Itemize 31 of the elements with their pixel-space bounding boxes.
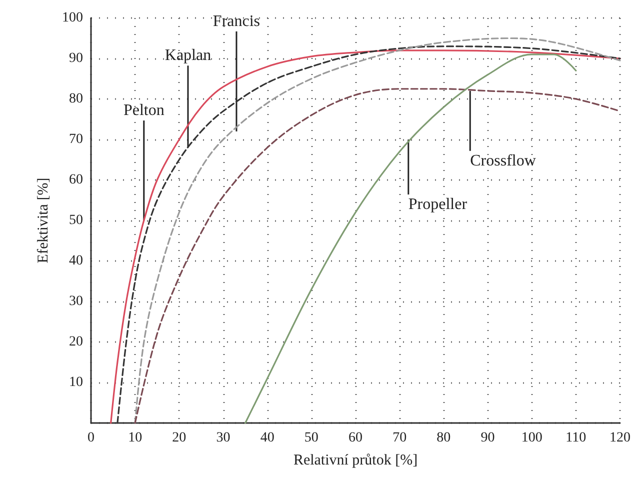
x-tick-label: 70 — [392, 430, 407, 446]
annotation: Francis — [212, 12, 260, 30]
x-tick-label: 20 — [172, 430, 186, 446]
y-axis-title: Efektivita [%] — [36, 178, 52, 264]
y-tick-label: 70 — [69, 132, 83, 147]
x-tick-label: 50 — [304, 430, 318, 446]
y-tick-label: 60 — [69, 172, 83, 188]
x-tick-label: 60 — [348, 430, 362, 446]
x-tick-label: 30 — [216, 430, 230, 446]
annotation: Propeller — [408, 196, 468, 213]
x-tick-label: 110 — [566, 430, 586, 446]
annotation: Crossflow — [470, 152, 536, 170]
line-series — [244, 54, 577, 424]
annotation: Kaplan — [164, 47, 212, 64]
x-tick-label: 10 — [128, 430, 142, 446]
y-tick-label: 90 — [69, 51, 83, 66]
y-tick-label: 50 — [69, 213, 83, 228]
y-tick-label: 40 — [69, 254, 83, 268]
annotation: Pelton — [123, 102, 164, 119]
x-tick-label: 80 — [436, 430, 451, 446]
y-tick-label: 10 — [69, 375, 83, 390]
x-tick-label: 100 — [521, 430, 542, 446]
x-tick-label: 40 — [260, 430, 274, 446]
x-tick-label: 0 — [88, 430, 94, 446]
x-tick-label: 90 — [480, 430, 495, 446]
y-tick-label: 80 — [69, 92, 83, 106]
y-tick-label: 30 — [69, 294, 83, 309]
y-tick-label: 20 — [69, 334, 83, 350]
y-tick-label: 100 — [62, 10, 83, 26]
x-axis-title: Relativní průtok [%] — [293, 452, 418, 468]
x-tick-label: 120 — [610, 430, 630, 446]
